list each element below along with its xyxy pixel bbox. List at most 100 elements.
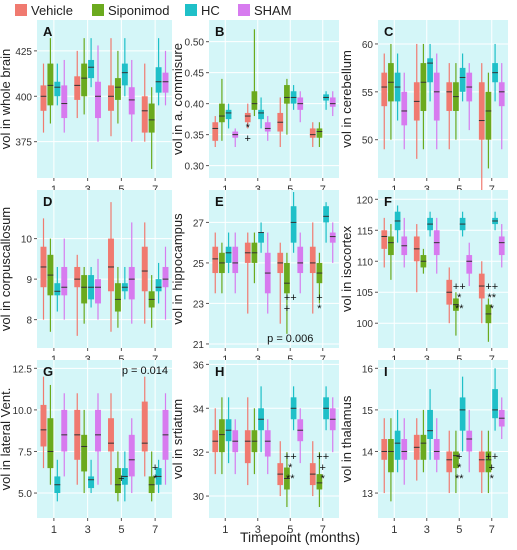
- box-vehicle: [413, 43, 420, 159]
- box-siponimod: [453, 63, 459, 140]
- box-body: [148, 103, 155, 133]
- box-hc: [492, 43, 498, 102]
- significance-marker: **: [487, 292, 496, 304]
- y-tick-label: 120: [356, 195, 373, 206]
- legend-swatch: [15, 4, 27, 16]
- box-hc: [258, 97, 264, 129]
- legend-item-hc: HC: [185, 3, 220, 18]
- significance-marker: *: [246, 122, 251, 134]
- y-tick-label: 23: [193, 299, 205, 310]
- box-hc: [54, 266, 61, 312]
- box-hc: [290, 192, 297, 253]
- panel-letter: I: [384, 364, 388, 379]
- box-body: [114, 468, 121, 494]
- y-tick-label: 400: [15, 92, 32, 103]
- box-hc: [323, 386, 329, 431]
- box-siponimod: [114, 266, 121, 328]
- p-value-label: p = 0.006: [267, 333, 313, 345]
- box-body: [264, 122, 271, 132]
- box-body: [232, 246, 239, 274]
- box-vehicle: [309, 122, 316, 148]
- box-body: [264, 430, 271, 457]
- box-sham: [433, 53, 440, 150]
- box-body: [114, 78, 121, 100]
- plot-background: [37, 190, 172, 348]
- legend-label: Vehicle: [31, 3, 73, 18]
- box-siponimod: [420, 409, 427, 473]
- box-hc: [394, 409, 401, 473]
- box-sham: [466, 242, 473, 287]
- box-vehicle: [309, 222, 316, 314]
- x-tick-label: 1: [222, 524, 228, 536]
- panel-letter: C: [384, 24, 394, 39]
- box-hc: [225, 103, 232, 129]
- box-sham: [264, 116, 271, 141]
- box-vehicle: [413, 418, 420, 481]
- box-body: [141, 96, 148, 133]
- box-body: [498, 82, 505, 107]
- y-tick-label: 100: [356, 319, 373, 330]
- box-body: [309, 246, 316, 274]
- y-tick-label: 16: [362, 364, 374, 375]
- box-hc: [121, 451, 128, 502]
- box-body: [141, 246, 148, 292]
- box-sham: [433, 217, 440, 274]
- box-body: [54, 283, 61, 296]
- significance-marker: +: [284, 303, 290, 315]
- box-body: [453, 451, 459, 469]
- box-sham: [95, 258, 101, 320]
- box-body: [244, 430, 251, 464]
- box-body: [290, 206, 297, 243]
- significance-marker: *: [490, 303, 495, 315]
- box-body: [427, 58, 433, 83]
- y-tick-label: 12.5: [13, 364, 33, 375]
- box-hc: [394, 205, 401, 243]
- y-tick-label: 0.50: [185, 38, 205, 49]
- panel-letter: E: [215, 194, 224, 209]
- significance-marker: +: [152, 462, 158, 474]
- significance-marker: **: [455, 473, 464, 485]
- box-hc: [492, 368, 498, 431]
- box-sham: [61, 238, 68, 320]
- box-hc: [427, 211, 433, 237]
- y-tick-label: 7.5: [18, 447, 32, 458]
- significance-marker: +: [489, 462, 495, 474]
- box-siponimod: [284, 452, 290, 508]
- panel-letter: B: [215, 24, 224, 39]
- box-vehicle: [446, 430, 453, 494]
- box-vehicle: [277, 242, 284, 324]
- significance-marker: *: [457, 292, 462, 304]
- box-vehicle: [108, 202, 114, 332]
- box-sham: [401, 217, 408, 268]
- box-hc: [225, 232, 232, 274]
- box-body: [420, 434, 427, 460]
- legend-item-sham: SHAM: [238, 3, 292, 18]
- box-body: [40, 85, 47, 111]
- box-sham: [329, 91, 336, 117]
- box-body: [155, 67, 162, 93]
- legend-item-vehicle: Vehicle: [15, 3, 73, 18]
- significance-marker: ++: [316, 451, 329, 463]
- box-hc: [88, 38, 95, 88]
- box-body: [446, 451, 453, 473]
- box-sham: [297, 232, 304, 294]
- box-siponimod: [148, 87, 155, 169]
- box-body: [478, 82, 485, 140]
- box-hc: [54, 459, 61, 502]
- box-siponimod: [251, 408, 258, 475]
- box-sham: [61, 393, 68, 477]
- box-vehicle: [141, 222, 148, 324]
- y-axis-title: vol in hippocampus: [170, 213, 185, 325]
- box-body: [54, 81, 61, 97]
- box-body: [446, 82, 453, 111]
- y-tick-label: 21: [193, 340, 205, 351]
- y-tick-label: 0.40: [185, 100, 205, 111]
- box-hc: [225, 397, 232, 464]
- box-siponimod: [219, 242, 225, 294]
- box-body: [498, 236, 505, 256]
- box-hc: [427, 43, 433, 102]
- y-tick-label: 27: [193, 218, 205, 229]
- significance-marker: *: [153, 473, 158, 485]
- box-hc: [290, 386, 297, 431]
- box-body: [95, 409, 101, 452]
